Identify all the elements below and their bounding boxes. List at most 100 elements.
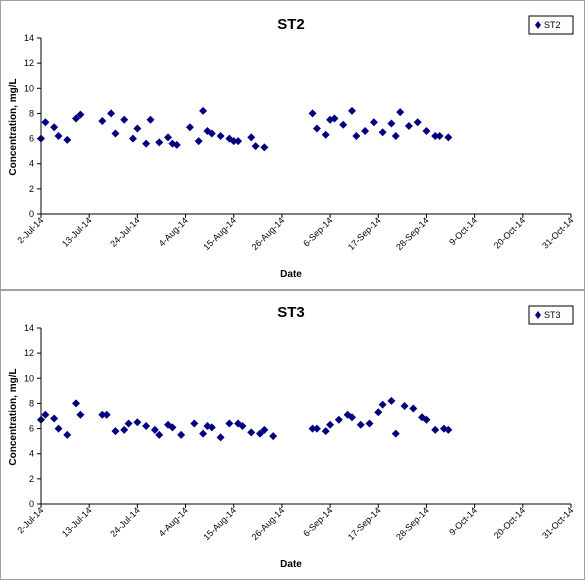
data-point [339,120,348,129]
data-point [133,124,142,133]
x-tick-label: 28-Sep-14 [394,505,431,542]
data-point [312,124,321,133]
data-point [361,127,370,136]
legend-label: ST2 [544,20,561,30]
data-point [177,430,186,439]
y-tick-label: 10 [24,373,34,383]
x-tick-label: 4-Aug-14 [157,505,190,538]
data-point [124,419,133,428]
x-tick-label: 6-Sep-14 [301,505,334,538]
data-point [444,133,453,142]
y-axis-label: Concentration, mg/L [8,78,19,175]
x-tick-label: 31-Oct-14 [540,505,575,540]
y-tick-label: 14 [24,323,34,333]
data-point [98,410,107,419]
data-point [207,423,216,432]
data-point [72,114,81,123]
data-point [225,419,234,428]
x-tick-label: 9-Oct-14 [447,215,479,247]
data-point [54,424,63,433]
data-point [247,133,256,142]
data-point [396,108,405,117]
data-point [326,420,335,429]
data-point [229,137,238,146]
y-tick-label: 6 [29,424,34,434]
data-point [308,109,317,118]
data-point [142,422,151,431]
x-tick-label: 9-Oct-14 [447,505,479,537]
legend: ST2 [528,15,574,35]
x-tick-label: 17-Sep-14 [346,505,383,542]
x-tick-label: 15-Aug-14 [201,505,238,542]
legend-marker [535,311,541,319]
chart-st3-svg: ST3 0 2 4 6 8 10 12 14 2-Jul-14 13-Jul-14 24-Jul-… [8,304,575,570]
data-point [400,401,409,410]
data-point [172,140,181,149]
data-point [365,419,374,428]
data-point [404,122,413,130]
data-point [312,424,321,433]
data-point [260,143,269,152]
data-point [422,415,431,424]
x-tick-label: 26-Aug-14 [250,505,287,542]
data-point [199,106,208,115]
y-tick-label: 6 [29,134,34,144]
y-tick-label: 4 [29,159,34,169]
data-point [374,408,383,417]
data-point [54,132,63,141]
x-tick-label: 26-Aug-14 [250,215,287,252]
data-point [102,410,111,419]
data-point [63,430,72,439]
data-point [194,137,203,146]
legend: ST3 [528,305,574,325]
data-point [155,430,164,439]
x-tick-label: 24-Jul-14 [108,505,142,539]
data-point [251,142,260,151]
x-tick-label: 17-Sep-14 [346,215,383,252]
data-point [164,133,173,142]
data-point [413,118,422,127]
y-tick-label: 14 [24,33,34,43]
chart-panel-st3: ST3 0 2 4 6 8 10 12 14 2-Jul-14 13-Jul-14 24-Jul-… [0,290,585,580]
data-point [378,400,387,409]
data-point [256,429,265,438]
x-tick-label: 20-Oct-14 [492,215,527,250]
data-point [72,399,81,408]
data-point [238,422,247,431]
y-tick-label: 8 [29,108,34,118]
y-tick-label: 12 [24,58,34,68]
data-point [352,132,361,141]
data-point [216,132,225,141]
data-point [347,413,356,422]
data-point [391,132,400,141]
data-point [111,427,120,436]
chart-title: ST3 [277,304,305,321]
data-point [63,135,72,144]
y-tick-label: 2 [29,474,34,484]
data-point [378,128,387,137]
data-point [387,119,396,128]
data-point [431,425,440,434]
x-tick-label: 15-Aug-14 [201,215,238,252]
x-tick-label: 28-Sep-14 [394,215,431,252]
x-tick-label: 13-Jul-14 [60,505,94,539]
data-point [41,118,50,127]
data-point [98,116,107,125]
data-point [387,396,396,405]
data-point [142,139,151,148]
data-point [391,429,400,438]
legend-marker [535,21,541,29]
legend-box [528,15,574,35]
data-point [50,414,59,423]
x-tick-label: 24-Jul-14 [108,215,142,249]
data-point [120,425,129,434]
data-point [146,115,155,124]
data-point [435,132,444,141]
data-point [76,110,85,119]
chart-title: ST2 [277,16,305,33]
y-tick-label: 8 [29,398,34,408]
x-tick-label: 2-Jul-14 [15,505,45,535]
data-point [128,134,137,143]
data-point [308,424,317,433]
data-point [444,425,453,434]
